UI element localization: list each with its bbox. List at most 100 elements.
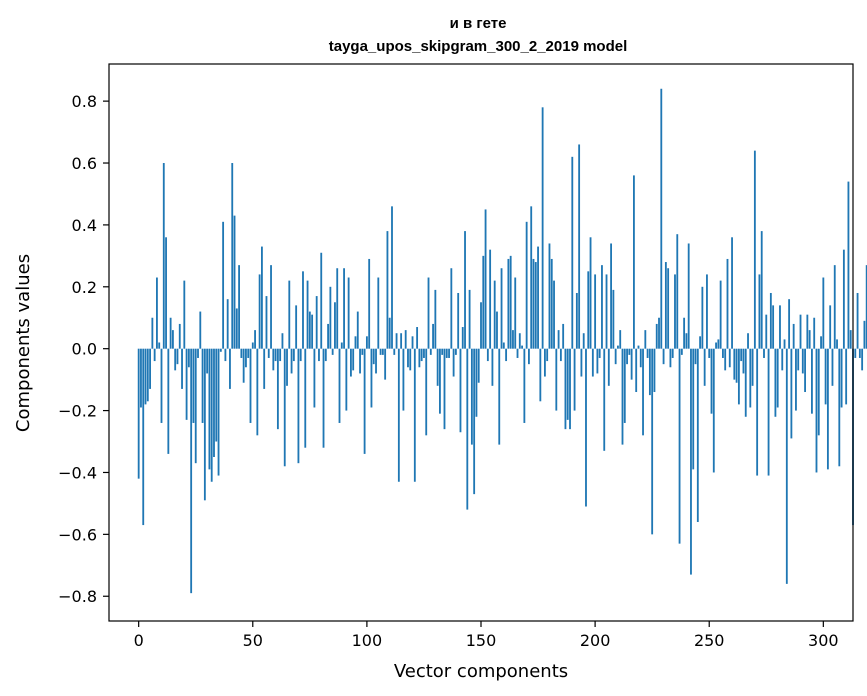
bar bbox=[299, 348, 302, 362]
bar bbox=[329, 286, 332, 349]
bar bbox=[678, 348, 681, 544]
bar bbox=[523, 348, 526, 423]
bar bbox=[386, 231, 389, 349]
bar bbox=[443, 348, 446, 430]
bar bbox=[756, 348, 759, 476]
bar bbox=[400, 333, 403, 349]
bar bbox=[783, 339, 786, 349]
bar bbox=[532, 258, 535, 349]
bar bbox=[792, 323, 795, 349]
bar bbox=[612, 289, 615, 349]
bar bbox=[149, 348, 151, 389]
bar bbox=[445, 348, 448, 358]
x-tick-label: 50 bbox=[243, 631, 263, 650]
bar bbox=[315, 296, 318, 349]
bar bbox=[322, 348, 325, 448]
x-tick-label: 250 bbox=[694, 631, 725, 650]
bar bbox=[156, 277, 158, 349]
bar bbox=[605, 274, 608, 349]
bar bbox=[817, 348, 820, 436]
bar bbox=[763, 348, 765, 358]
bar bbox=[187, 348, 190, 368]
bar bbox=[617, 345, 619, 349]
bar bbox=[375, 348, 377, 374]
bar bbox=[692, 348, 695, 470]
bar bbox=[318, 348, 320, 362]
bar bbox=[795, 348, 797, 411]
bar bbox=[842, 249, 845, 349]
bar bbox=[470, 348, 473, 445]
bar bbox=[509, 255, 512, 349]
bar bbox=[660, 88, 663, 349]
bar bbox=[304, 348, 307, 448]
bar bbox=[151, 317, 154, 349]
bar bbox=[482, 255, 485, 349]
bar bbox=[185, 348, 188, 420]
bar bbox=[169, 317, 172, 349]
bar bbox=[281, 333, 284, 349]
bar bbox=[265, 296, 268, 349]
bar bbox=[297, 348, 300, 464]
bar bbox=[539, 348, 542, 402]
bar bbox=[356, 311, 359, 349]
bar bbox=[671, 348, 674, 358]
bar bbox=[274, 348, 277, 362]
bar bbox=[619, 330, 622, 349]
bar bbox=[849, 330, 852, 349]
bar bbox=[740, 348, 743, 362]
bar bbox=[477, 348, 480, 383]
bar bbox=[448, 348, 450, 358]
bar bbox=[411, 336, 414, 349]
bar bbox=[514, 277, 517, 349]
bar bbox=[457, 292, 460, 349]
bar bbox=[489, 249, 492, 349]
bar bbox=[601, 265, 603, 349]
bar bbox=[363, 348, 366, 454]
bar bbox=[680, 348, 683, 355]
bar bbox=[238, 265, 240, 349]
bar bbox=[219, 348, 222, 352]
bar bbox=[350, 348, 352, 377]
bar bbox=[311, 314, 314, 349]
bar bbox=[233, 215, 236, 349]
bar bbox=[722, 348, 724, 358]
bar-series bbox=[137, 88, 867, 594]
bar bbox=[459, 348, 462, 433]
bar bbox=[571, 156, 574, 349]
bar bbox=[521, 345, 523, 349]
bar bbox=[826, 348, 829, 470]
x-tick-label: 200 bbox=[580, 631, 611, 650]
bar bbox=[715, 342, 717, 349]
bar bbox=[217, 348, 220, 476]
x-axis-label: Vector components bbox=[394, 661, 568, 682]
bar bbox=[276, 348, 279, 430]
bar bbox=[393, 348, 396, 355]
bar bbox=[765, 314, 768, 349]
bar bbox=[836, 339, 838, 349]
bar bbox=[683, 317, 686, 349]
bar bbox=[306, 280, 309, 349]
bar bbox=[229, 348, 231, 389]
y-tick-label: 0.8 bbox=[72, 92, 97, 111]
bar bbox=[340, 342, 343, 349]
plot-frame bbox=[108, 63, 854, 622]
bar bbox=[646, 348, 649, 358]
bar bbox=[813, 317, 816, 349]
bar bbox=[377, 277, 380, 349]
bar bbox=[206, 348, 209, 374]
bar bbox=[384, 348, 387, 380]
bar bbox=[420, 348, 423, 362]
bar bbox=[190, 348, 193, 594]
bar bbox=[639, 348, 642, 368]
bar bbox=[630, 348, 633, 380]
bar bbox=[719, 280, 722, 349]
bar bbox=[797, 348, 800, 371]
bar bbox=[242, 348, 245, 383]
y-axis-ticks: −0.8 −0.6 −0.4 −0.2 0.0 0.2 0.4 0.6 0.8 bbox=[58, 92, 109, 606]
bar bbox=[664, 262, 667, 349]
bar bbox=[194, 348, 197, 464]
bar bbox=[160, 348, 163, 423]
bar bbox=[146, 348, 149, 402]
bar bbox=[320, 252, 323, 349]
bar bbox=[585, 348, 587, 507]
